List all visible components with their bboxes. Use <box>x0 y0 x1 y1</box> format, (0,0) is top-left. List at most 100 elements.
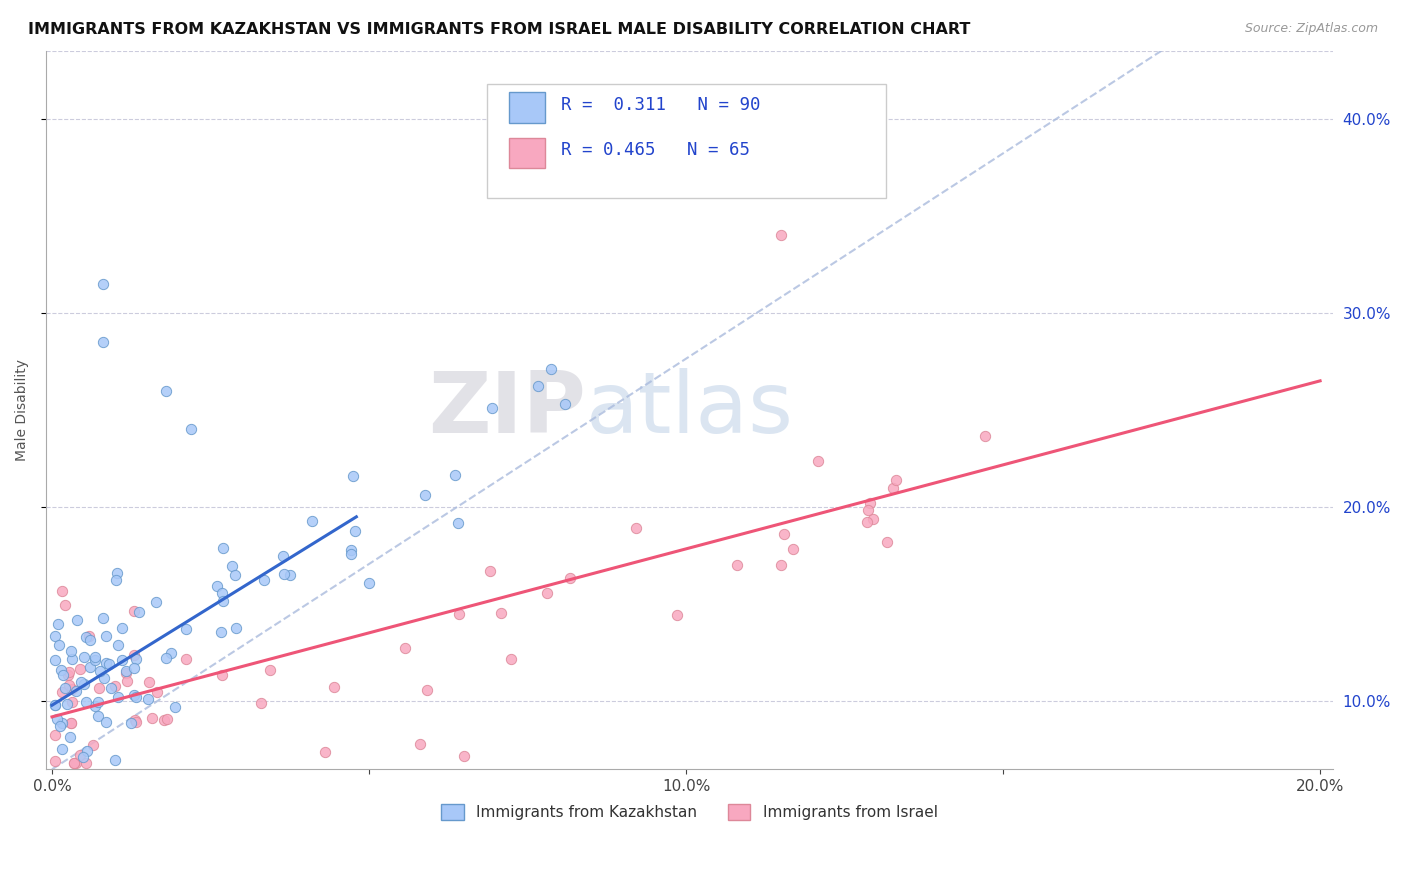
Point <box>782 542 804 557</box>
Point <box>624 520 647 534</box>
Point <box>211 586 233 600</box>
Point <box>413 487 436 501</box>
Point <box>138 675 160 690</box>
Point <box>876 535 898 549</box>
Point <box>63 756 86 771</box>
Point <box>76 744 98 758</box>
Point <box>51 584 73 599</box>
Point <box>51 685 73 699</box>
Point <box>174 652 197 666</box>
Point <box>82 738 104 752</box>
Point <box>60 715 83 730</box>
Point <box>180 422 202 436</box>
Point <box>665 608 688 623</box>
Point <box>91 334 114 349</box>
Point <box>53 598 76 612</box>
Point <box>46 616 69 631</box>
Point <box>447 516 470 531</box>
Point <box>75 695 97 709</box>
Point <box>65 684 87 698</box>
Point <box>221 558 243 573</box>
Point <box>314 745 336 759</box>
Point <box>51 668 73 682</box>
Point <box>44 698 66 712</box>
Point <box>69 748 91 763</box>
Point <box>225 621 247 635</box>
Text: ZIP: ZIP <box>429 368 586 451</box>
Point <box>409 737 432 751</box>
Point <box>859 496 882 510</box>
Point <box>58 667 80 681</box>
Point <box>65 756 87 771</box>
Point <box>104 753 127 767</box>
Point <box>105 566 128 580</box>
Point <box>155 650 177 665</box>
Point <box>87 695 110 709</box>
Point <box>91 610 114 624</box>
Point <box>122 688 145 702</box>
Point <box>163 700 186 714</box>
Point <box>342 469 364 483</box>
Point <box>479 565 502 579</box>
Point <box>111 653 134 667</box>
Point <box>209 625 232 640</box>
Point <box>53 681 76 695</box>
Point <box>122 661 145 675</box>
Point <box>120 716 142 731</box>
Point <box>44 629 66 643</box>
Point <box>60 695 83 709</box>
Point <box>444 468 467 483</box>
Point <box>153 713 176 727</box>
Point <box>58 678 80 692</box>
Point <box>141 711 163 725</box>
Point <box>49 719 72 733</box>
Point <box>554 397 576 411</box>
Point <box>89 665 111 679</box>
Point <box>772 526 794 541</box>
Point <box>725 558 748 573</box>
Point <box>174 623 197 637</box>
Point <box>394 640 416 655</box>
FancyBboxPatch shape <box>509 137 546 168</box>
Point <box>205 579 228 593</box>
Point <box>44 754 66 768</box>
Text: Source: ZipAtlas.com: Source: ZipAtlas.com <box>1244 22 1378 36</box>
Point <box>124 604 146 618</box>
Text: R =  0.311   N = 90: R = 0.311 N = 90 <box>561 95 761 113</box>
Point <box>51 663 73 677</box>
Point <box>72 749 94 764</box>
Point <box>51 742 73 756</box>
Point <box>79 659 101 673</box>
Point <box>104 679 127 693</box>
Point <box>84 650 107 665</box>
Point <box>96 629 118 643</box>
Point <box>211 667 233 681</box>
Point <box>145 595 167 609</box>
Point <box>974 429 997 443</box>
Point <box>44 728 66 742</box>
Point <box>124 713 146 727</box>
Point <box>115 674 138 689</box>
Point <box>122 648 145 662</box>
Point <box>100 681 122 695</box>
Point <box>58 665 80 680</box>
Point <box>60 716 83 731</box>
Point <box>94 714 117 729</box>
Point <box>91 277 114 291</box>
Point <box>83 652 105 666</box>
Point <box>73 650 96 665</box>
Point <box>770 558 793 573</box>
Point <box>105 574 128 588</box>
Point <box>212 541 235 556</box>
Point <box>884 473 907 487</box>
Point <box>882 481 904 495</box>
Point <box>807 454 830 468</box>
Point <box>128 606 150 620</box>
Point <box>107 638 129 652</box>
Point <box>211 594 233 608</box>
Point <box>340 543 363 558</box>
Point <box>48 638 70 652</box>
Point <box>125 714 148 729</box>
Point <box>540 362 562 376</box>
Point <box>60 644 83 658</box>
